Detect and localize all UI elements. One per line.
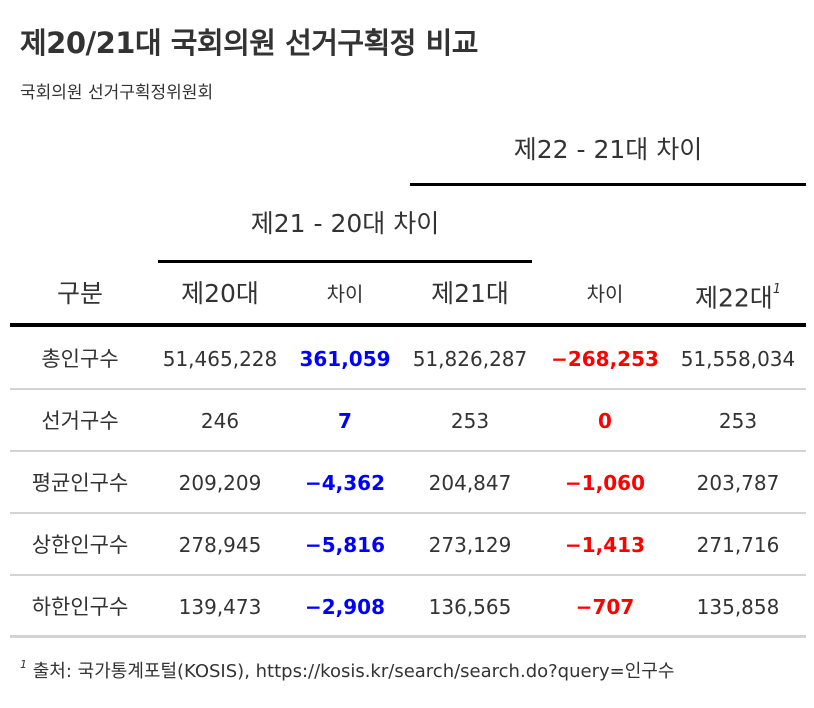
source-footnote: 1 출처: 국가통계포털(KOSIS), https://kosis.kr/se… <box>20 657 674 683</box>
row-label: 하한인구수 <box>31 595 129 619</box>
footnote-text: 출처: 국가통계포털(KOSIS), https://kosis.kr/sear… <box>32 661 675 682</box>
row-divider <box>10 450 806 452</box>
column-header-gen20: 제20대 <box>181 279 259 308</box>
cell-gen22: 253 <box>718 409 758 433</box>
column-header-diff2: 차이 <box>586 282 624 306</box>
cell-diff-21-20: −5,816 <box>304 533 386 557</box>
cell-gen22: 51,558,034 <box>680 347 796 371</box>
spanner-diff-21-20: 제21 - 20대 차이 <box>250 209 440 238</box>
cell-gen21: 253 <box>450 409 490 433</box>
cell-gen20: 246 <box>200 409 240 433</box>
cell-gen22: 271,716 <box>696 533 780 557</box>
spanner-diff-22-21: 제22 - 21대 차이 <box>513 135 703 164</box>
cell-gen21: 51,826,287 <box>412 347 528 371</box>
row-label: 평균인구수 <box>31 471 129 495</box>
row-label: 총인구수 <box>41 347 119 371</box>
cell-diff-21-20: −4,362 <box>304 471 386 495</box>
column-header-gen21: 제21대 <box>431 279 509 308</box>
table-row: 평균인구수 209,209 −4,362 204,847 −1,060 203,… <box>10 452 806 514</box>
cell-gen21: 273,129 <box>428 533 512 557</box>
header-rule <box>10 323 806 327</box>
cell-gen21: 136,565 <box>428 595 512 619</box>
cell-diff-22-21: −268,253 <box>551 347 659 371</box>
table-title: 제20/21대 국회의원 선거구획정 비교 <box>20 26 478 60</box>
cell-gen22: 203,787 <box>696 471 780 495</box>
row-label: 선거구수 <box>41 409 119 433</box>
cell-diff-22-21: −1,413 <box>564 533 646 557</box>
cell-gen22: 135,858 <box>696 595 780 619</box>
cell-diff-21-20: 7 <box>338 409 352 433</box>
table-subtitle: 국회의원 선거구획정위원회 <box>20 83 214 103</box>
row-divider <box>10 388 806 390</box>
footnote-mark: 1 <box>20 658 27 671</box>
cell-gen20: 278,945 <box>178 533 262 557</box>
table-row: 하한인구수 139,473 −2,908 136,565 −707 135,85… <box>10 576 806 638</box>
column-header-diff1: 차이 <box>326 282 364 306</box>
cell-gen21: 204,847 <box>428 471 512 495</box>
column-header-gen22-label: 제22대 <box>694 283 773 313</box>
cell-gen20: 139,473 <box>178 595 262 619</box>
spanner-rule-22-21 <box>410 183 806 186</box>
cell-diff-21-20: 361,059 <box>299 347 391 371</box>
cell-diff-22-21: 0 <box>598 409 612 433</box>
column-header-gen22: 제22대1 <box>670 274 806 314</box>
spanner-rule-21-20 <box>158 260 532 263</box>
row-divider <box>10 574 806 576</box>
table-bottom-rule <box>10 635 806 638</box>
cell-diff-22-21: −1,060 <box>564 471 646 495</box>
footnote-marker: 1 <box>772 282 782 297</box>
table-row: 상한인구수 278,945 −5,816 273,129 −1,413 271,… <box>10 514 806 576</box>
cell-gen20: 51,465,228 <box>162 347 278 371</box>
table-row: 총인구수 51,465,228 361,059 51,826,287 −268,… <box>10 328 806 390</box>
column-header-category: 구분 <box>56 279 103 308</box>
table-row: 선거구수 246 7 253 0 253 <box>10 390 806 452</box>
row-divider <box>10 512 806 514</box>
cell-diff-21-20: −2,908 <box>304 595 386 619</box>
cell-gen20: 209,209 <box>178 471 262 495</box>
cell-diff-22-21: −707 <box>575 595 635 619</box>
row-label: 상한인구수 <box>31 533 129 557</box>
